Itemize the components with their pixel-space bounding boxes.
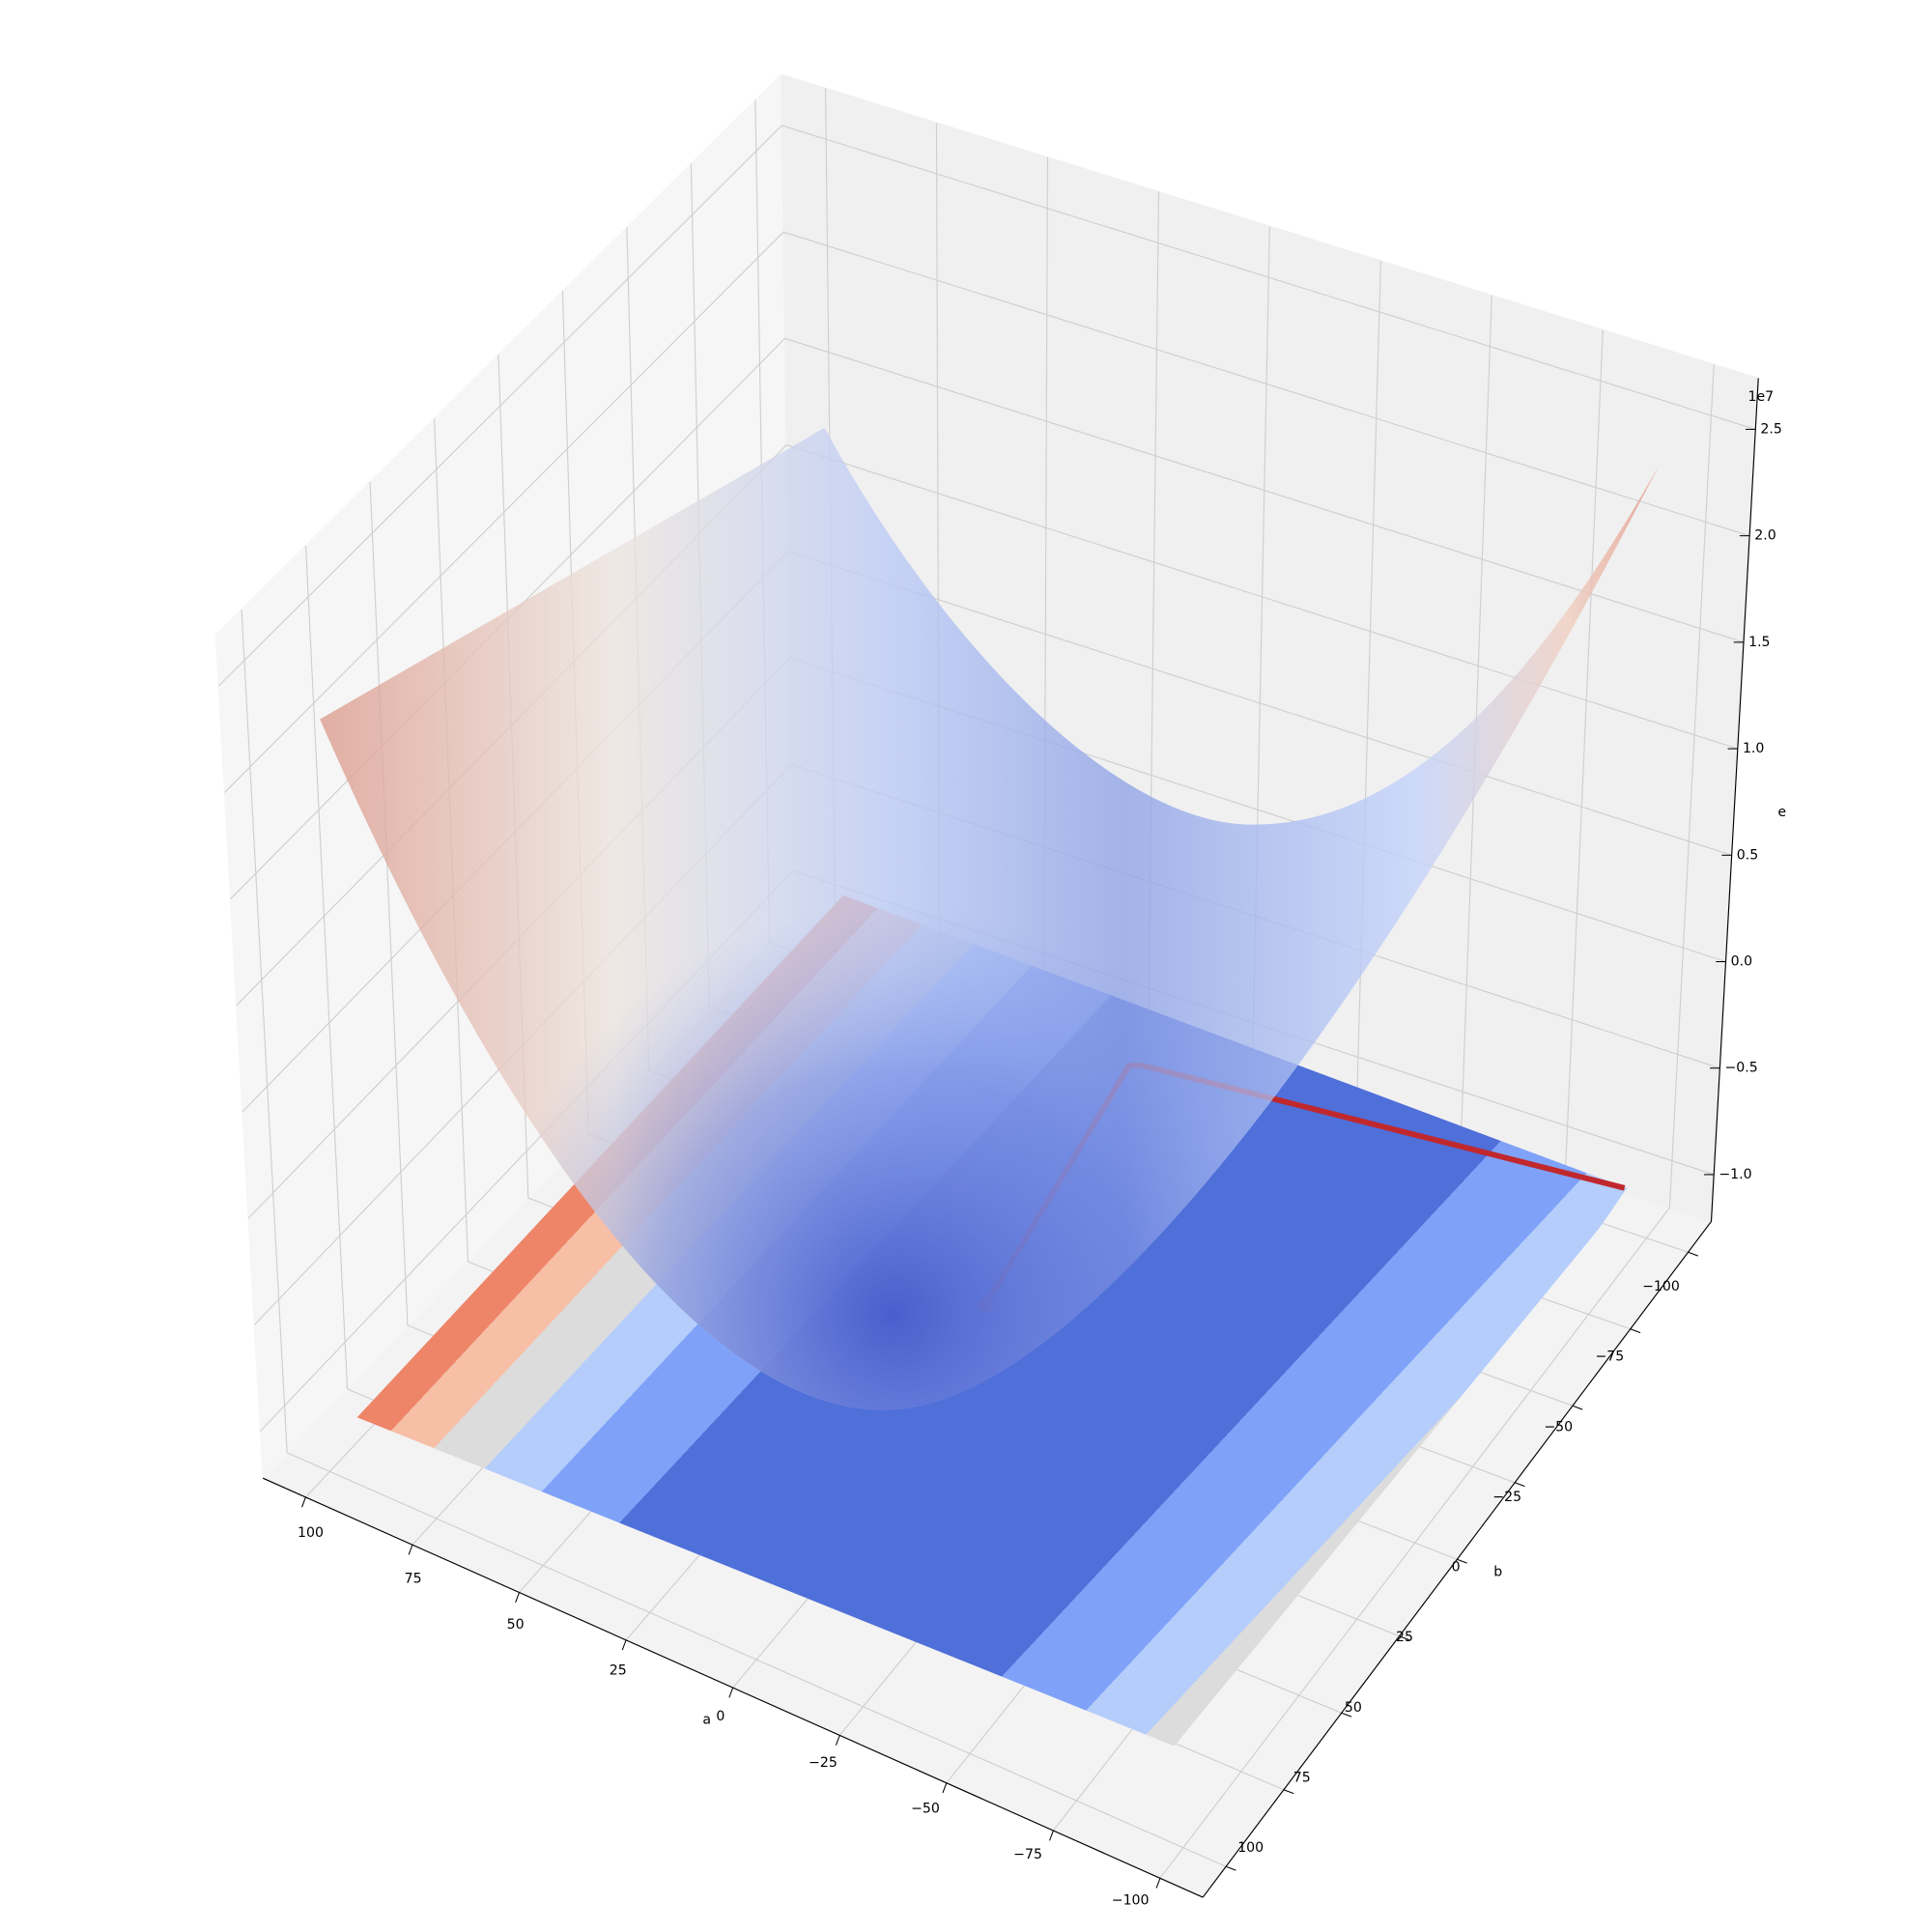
z-axis-label: e: [1777, 805, 1786, 820]
x-tick: [301, 1496, 306, 1508]
z-grid-line: [217, 125, 1756, 687]
x-tick-label: −25: [809, 1755, 838, 1771]
z-offset-text: 1e7: [1748, 389, 1775, 405]
y-tick: [1688, 1251, 1699, 1257]
z-tick-label: −0.5: [1724, 1061, 1757, 1076]
y-tick-label: −50: [1544, 1419, 1573, 1435]
x-tick-label: 100: [298, 1525, 324, 1541]
y-tick: [1630, 1328, 1641, 1334]
x-axis-label: a: [702, 1712, 711, 1727]
y-tick-label: −25: [1492, 1490, 1521, 1505]
x-tick-label: −75: [1013, 1847, 1042, 1862]
z-axis-line: [1710, 378, 1759, 1222]
axes: −100−75−50−250255075100−100−75−50−250255…: [262, 378, 1782, 1908]
y-tick-label: 50: [1345, 1700, 1362, 1716]
x-grid-line: [1159, 364, 1715, 1879]
x-tick: [942, 1782, 948, 1794]
z-tick-label: −1.0: [1719, 1167, 1751, 1182]
y-tick-label: 75: [1293, 1771, 1311, 1786]
y-grid-line: [241, 609, 1227, 1867]
y-axis-line: [1202, 1221, 1712, 1898]
x-tick: [1155, 1878, 1161, 1889]
surface-shade: [320, 427, 1660, 1410]
y-tick: [1283, 1789, 1294, 1795]
z-tick-label: 2.5: [1760, 421, 1781, 437]
y-tick: [1572, 1405, 1583, 1410]
z-tick-label: 2.0: [1754, 528, 1776, 544]
y-tick-label: −100: [1642, 1279, 1680, 1294]
x-tick-label: 25: [610, 1663, 627, 1679]
x-tick-label: −100: [1112, 1892, 1150, 1908]
x-tick-label: 0: [716, 1709, 724, 1724]
y-tick-label: 25: [1396, 1630, 1413, 1645]
x-tick: [408, 1545, 413, 1555]
y-tick: [1399, 1635, 1409, 1641]
x-tick-label: −50: [911, 1801, 940, 1816]
x-tick: [1049, 1830, 1054, 1841]
y-tick-label: 0: [1452, 1560, 1461, 1576]
x-axis-line: [262, 1477, 1204, 1898]
z-tick-label: 0.5: [1737, 847, 1758, 863]
x-tick-label: 75: [405, 1572, 422, 1587]
x-tick: [621, 1639, 627, 1651]
y-tick: [1225, 1865, 1236, 1871]
z-tick-label: 1.5: [1748, 635, 1770, 650]
y-tick: [1514, 1482, 1525, 1488]
z-tick-label: 1.0: [1743, 741, 1764, 756]
x-tick-label: 50: [507, 1617, 525, 1633]
x-tick: [835, 1735, 840, 1746]
y-axis-label: b: [1493, 1565, 1502, 1580]
z-tick-label: 0.0: [1731, 954, 1752, 970]
y-tick: [1457, 1558, 1467, 1564]
y-tick-label: 100: [1237, 1840, 1264, 1856]
x-tick: [515, 1592, 520, 1603]
x-tick: [728, 1687, 734, 1698]
z-grid-line: [224, 231, 1750, 793]
y-tick: [1341, 1712, 1352, 1718]
